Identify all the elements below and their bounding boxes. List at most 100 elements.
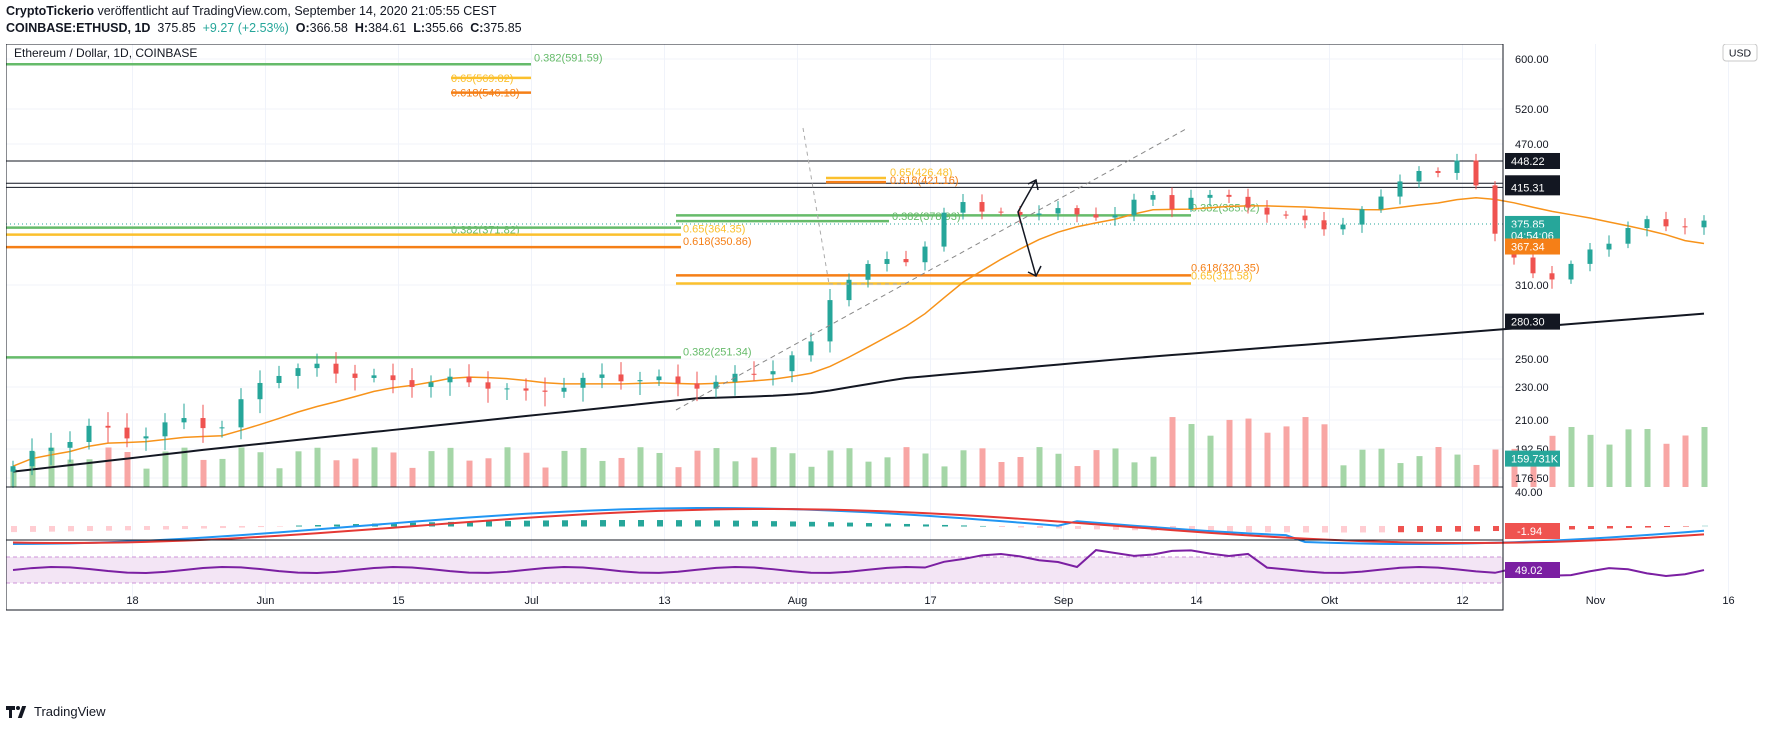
candle-body — [922, 246, 928, 263]
currency-button[interactable]: USD — [1722, 43, 1758, 62]
macd-histogram-bar — [87, 526, 93, 532]
candle-body — [1701, 220, 1707, 228]
candle-body — [1435, 170, 1441, 173]
candle-body — [371, 375, 377, 378]
candle-body — [1340, 224, 1346, 230]
candle-body — [656, 376, 662, 381]
macd-histogram-bar — [486, 521, 492, 527]
header-line-2: COINBASE:ETHUSD, 1D 375.85 +9.27 (+2.53%… — [6, 20, 522, 37]
header-line-1: CryptoTickerio veröffentlicht auf Tradin… — [6, 3, 522, 20]
candle-body — [960, 202, 966, 213]
volume-bar — [732, 461, 739, 487]
price-tick-label: 600.00 — [1515, 54, 1549, 66]
candle-body — [523, 388, 529, 391]
price-tick-label: 250.00 — [1515, 354, 1549, 366]
volume-bar — [428, 451, 435, 487]
macd-histogram-bar — [600, 520, 606, 527]
x-tick-label: 14 — [1190, 595, 1202, 607]
volume-bar — [751, 457, 758, 487]
volume-bar — [390, 452, 397, 487]
volume-bar — [1454, 454, 1461, 487]
price-badge-label: 415.31 — [1511, 182, 1545, 194]
volume-bar — [257, 452, 264, 487]
close-value: 375.85 — [483, 21, 522, 35]
dashed-helper-line — [802, 127, 830, 285]
candle-body — [1359, 209, 1365, 225]
volume-bar — [86, 459, 93, 487]
price-badge — [1505, 238, 1560, 255]
macd-histogram-bar — [676, 520, 682, 527]
candle-body — [1188, 197, 1194, 210]
volume-bar — [808, 466, 815, 487]
macd-histogram-bar — [752, 520, 758, 527]
candle-body — [67, 442, 73, 448]
candle-body — [238, 399, 244, 428]
candle-body — [979, 202, 985, 212]
price-badge — [1505, 179, 1560, 196]
chart-axes: 600.00520.00470.00419.70310.00250.00230.… — [5, 43, 1735, 611]
price-chart[interactable]: 0.382(591.59) 0.65(569.82) 0.618(546.18) 0.… — [5, 43, 1774, 696]
x-tick-label: 17 — [924, 595, 936, 607]
macd-histogram-bar — [1607, 526, 1613, 529]
fib-level-label: 0.65(364.35) — [683, 224, 745, 236]
volume-bar — [884, 457, 891, 487]
macd-histogram-bar — [1683, 526, 1689, 527]
chart-area[interactable]: 0.382(591.59) 0.65(569.82) 0.618(546.18) 0.… — [5, 43, 1774, 701]
macd-histogram-bar — [125, 526, 131, 531]
candle-body — [1397, 181, 1403, 197]
candle-body — [1302, 215, 1308, 221]
volume-bar — [1416, 456, 1423, 487]
publisher-name[interactable]: CryptoTickerio — [6, 4, 94, 18]
fib-level-label: 0.65(426.48) — [890, 167, 952, 179]
macd-histogram-bar — [68, 526, 74, 532]
candle-body — [1074, 208, 1080, 215]
volume-bar — [1682, 435, 1689, 487]
volume-bar — [998, 461, 1005, 487]
macd-histogram-bar — [1246, 526, 1252, 533]
volume-bar — [865, 461, 872, 487]
volume-bar — [903, 447, 910, 487]
macd-histogram-bar — [733, 520, 739, 527]
macd-histogram-bar — [277, 526, 283, 527]
volume-bar — [1017, 457, 1024, 487]
tv-footer: TradingView — [6, 704, 106, 719]
macd-histogram-bar — [1056, 526, 1062, 529]
price-tick-label: 470.00 — [1515, 139, 1549, 151]
candle-body — [618, 374, 624, 382]
volume-bar — [1644, 429, 1651, 487]
volume-bar — [1055, 453, 1062, 487]
candle-body — [1245, 196, 1251, 208]
price-badge — [1505, 152, 1560, 169]
macd-histogram-bar — [1284, 526, 1290, 533]
volume-bar — [162, 451, 169, 487]
price-badge-label: 448.22 — [1511, 156, 1545, 168]
macd-histogram-bar — [1569, 526, 1575, 530]
candle-body — [1568, 263, 1574, 280]
price-tick-label: 210.00 — [1515, 415, 1549, 427]
volume-bar — [1131, 462, 1138, 487]
x-tick-label: Aug — [788, 595, 808, 607]
volume-bar — [770, 447, 777, 487]
candle-body — [1055, 208, 1061, 214]
macd-histogram-bar — [1664, 526, 1670, 528]
volume-bar — [1397, 463, 1404, 487]
open-label: O: — [295, 21, 310, 35]
macd-histogram-bar — [619, 520, 625, 527]
macd-histogram-bar — [714, 520, 720, 527]
tradingview-brand[interactable]: TradingView — [34, 704, 106, 719]
candle-body — [770, 371, 776, 375]
macd-histogram-bar — [809, 521, 815, 527]
volume-bar — [447, 447, 454, 487]
price-tick-label: 520.00 — [1515, 104, 1549, 116]
volume-bar — [314, 447, 321, 487]
volume-bar — [1435, 447, 1442, 487]
chart-frame — [5, 43, 1504, 611]
fib-level-label: 0.65(569.82) — [451, 73, 513, 85]
candle-body — [941, 212, 947, 247]
volume-bar — [1169, 417, 1176, 487]
macd-histogram-bar — [391, 523, 397, 527]
candle-body — [447, 376, 453, 383]
signal-line — [12, 508, 1705, 544]
price-tick-label: 176.50 — [1515, 473, 1549, 485]
volume-bar — [542, 467, 549, 487]
